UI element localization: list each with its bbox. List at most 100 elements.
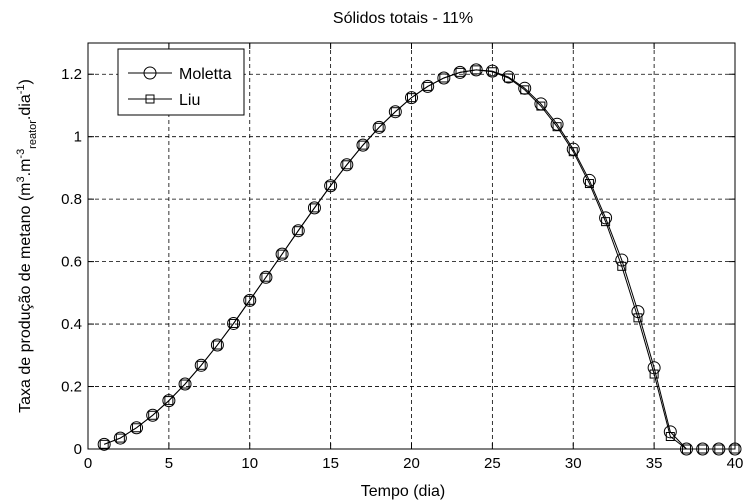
data-point-liu [99,439,109,449]
y-axis-label-sup3: -1 [15,84,27,94]
y-axis-label-sub1: reator [27,120,39,149]
data-point-liu [180,379,190,389]
series-line-liu [103,69,735,450]
x-axis-label: Tempo (dia) [361,483,445,500]
legend-liu-marker [145,94,155,104]
data-point-liu [229,318,239,328]
data-point-moletta [502,70,516,84]
data-point-liu [342,160,352,170]
data-point-moletta [372,120,386,134]
y-tick-label: 0.2 [61,379,82,396]
data-point-liu [358,140,368,150]
y-tick-label: 0.6 [61,254,82,271]
data-point-moletta [178,377,192,391]
y-tick-label: 0.4 [61,316,82,333]
data-point-liu [552,122,562,132]
data-point-liu [164,396,174,406]
data-point-liu [115,433,125,443]
y-axis-label-part1: Taxa de produção de metano (m [17,182,34,412]
data-point-moletta [356,138,370,152]
data-point-moletta [582,173,596,187]
data-point-liu [714,444,724,454]
axis-ticks: 0 5 10 15 20 25 30 35 40 0 0.2 0.4 0.6 0.8 1 1.2 [61,43,743,472]
data-point-moletta [453,65,467,79]
y-axis-label-part3: .dia [17,94,34,120]
data-point-liu [487,67,497,77]
data-point-liu [293,226,303,236]
data-point-moletta [663,425,677,439]
data-point-liu [374,122,384,132]
data-point-liu [665,432,675,442]
data-point-liu [520,85,530,95]
data-point-liu [407,93,416,103]
series-layer [97,63,742,456]
data-point-liu [261,272,271,282]
x-tick-label: 0 [84,455,92,472]
data-point-liu [277,249,287,259]
y-tick-label: 1.2 [61,66,82,83]
y-axis-label-part4: ) [17,79,34,84]
data-point-liu [326,181,336,191]
data-point-liu [309,203,319,213]
y-axis-label-part2: .m [17,159,34,177]
data-point-moletta [194,358,208,372]
x-tick-label: 25 [484,455,501,472]
y-axis-label-sup2: -3 [15,149,27,159]
data-point-liu [245,295,255,305]
y-axis-label: Taxa de produção de metano (m3.m-3reator… [15,79,39,413]
x-tick-label: 35 [646,455,663,472]
data-point-moletta [405,91,418,105]
y-axis-label-sup1: 3 [15,176,27,182]
y-tick-label: 0.8 [61,191,82,208]
data-point-liu [681,444,691,454]
data-point-liu [423,81,433,91]
data-point-moletta [162,394,176,408]
y-tick-label: 0 [74,441,82,458]
data-point-liu [504,73,514,83]
chart-title: Sólidos totais - 11% [333,10,473,27]
legend-moletta-label: Moletta [179,66,232,83]
x-tick-label: 20 [403,455,420,472]
data-point-liu [730,444,740,454]
data-point-moletta [146,408,160,422]
series-liu [99,65,740,454]
data-point-liu [390,107,400,117]
data-point-moletta [469,63,483,77]
data-point-moletta [340,158,354,172]
x-tick-label: 10 [241,455,258,472]
data-point-liu [633,313,643,323]
data-point-liu [439,73,449,83]
x-tick-label: 30 [565,455,582,472]
data-point-moletta [324,179,338,193]
data-point-liu [148,410,158,420]
x-tick-label: 15 [322,455,339,472]
data-point-moletta [243,293,257,307]
data-point-moletta [307,201,321,215]
data-point-liu [698,444,708,454]
data-point-liu [568,147,578,157]
data-point-moletta [599,211,613,225]
y-tick-label: 1 [74,129,82,146]
legend-moletta-marker [143,66,157,80]
data-point-moletta [388,105,402,119]
data-point-moletta [259,270,273,284]
legend-liu-label: Liu [179,92,200,109]
data-point-moletta [97,437,111,451]
data-point-moletta [113,431,127,445]
data-point-liu [455,67,465,77]
legend-box [117,48,245,116]
data-point-moletta [291,224,305,238]
data-point-liu [617,261,627,271]
data-point-moletta [275,247,289,261]
data-point-liu [536,101,546,111]
data-point-moletta [421,79,435,93]
data-point-liu [649,369,659,379]
data-point-moletta [130,421,144,435]
data-point-liu [196,360,206,370]
x-tick-label: 40 [727,455,744,472]
x-tick-label: 5 [165,455,173,472]
data-point-liu [601,217,611,227]
data-point-moletta [210,338,224,352]
